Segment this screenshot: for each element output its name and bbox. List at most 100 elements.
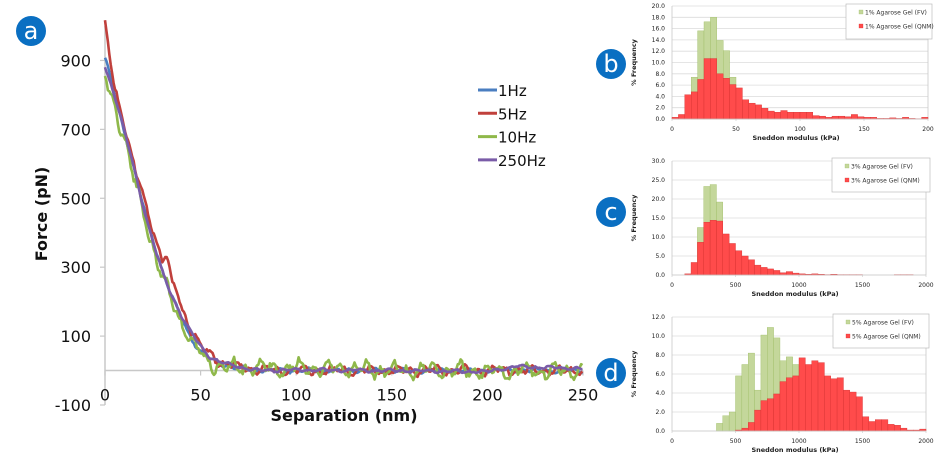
histogram-1pct-agarose: 0.02.04.06.08.010.012.014.016.018.020.00… — [630, 3, 934, 142]
chart-b-y-tick-label: 20.0 — [652, 3, 666, 10]
legend-label: 250Hz — [498, 152, 546, 170]
chart-b-x-tick-label: 0 — [670, 126, 674, 133]
bar-b-qnm-30 — [710, 58, 718, 120]
legend-label: 10Hz — [498, 129, 536, 147]
bar-b-qnm-25 — [703, 58, 711, 120]
legend-item-5Hz: 5Hz — [478, 105, 527, 123]
chart-c-y-axis-title: % Frequency — [630, 194, 638, 242]
chart-b-y-axis-title: % Frequency — [630, 38, 638, 86]
chart-b-y-tick-label: 8.0 — [655, 71, 665, 78]
bar-c-qnm-600 — [748, 259, 755, 276]
chart-c-legend-box — [831, 157, 931, 193]
chart-c-y-tick-label: 15.0 — [652, 215, 666, 222]
chart-b-y-tick-label: 10.0 — [652, 60, 666, 67]
bar-c-qnm-650 — [754, 264, 762, 276]
bar-d-qnm-1650 — [881, 419, 889, 432]
chart-a-y-tick-label: 900 — [60, 51, 91, 70]
bar-d-qnm-1750 — [894, 425, 901, 432]
chart-b-x-tick-label: 150 — [858, 126, 870, 133]
chart-d-legend-box — [832, 313, 930, 349]
series-line-5Hz — [103, 20, 584, 379]
chart-a-series-lines — [103, 20, 584, 382]
chart-c-y-tick-label: 20.0 — [652, 196, 666, 203]
chart-a-legend: 1Hz 5Hz 10Hz 250Hz — [478, 82, 546, 170]
bar-c-qnm-300 — [709, 220, 717, 276]
chart-c-y-tick-label: 5.0 — [655, 253, 665, 260]
panel-d-label: d — [603, 359, 618, 387]
bar-c-qnm-150 — [690, 262, 698, 276]
chart-a-y-tick-label: 700 — [60, 120, 91, 139]
legend-label-qnm: 1% Agarose Gel (QNM) — [865, 24, 934, 31]
force-separation-chart: 900 700 500 300 100 -100 0 50 100 150 200 250 Sepa… — [32, 20, 598, 425]
bar-d-qnm-1600 — [875, 419, 882, 432]
chart-d-y-tick-label: 2.0 — [655, 409, 665, 416]
bar-d-fv-400 — [722, 415, 730, 432]
chart-a-y-tick-label: -100 — [55, 396, 91, 415]
chart-b-x-tick-label: 100 — [794, 126, 806, 133]
chart-b-x-tick-label: 200 — [922, 126, 934, 133]
bar-b-qnm-20 — [697, 79, 705, 120]
bar-d-fv-550 — [741, 364, 749, 432]
chart-b-legend-box — [845, 3, 933, 40]
bar-d-qnm-1400 — [849, 391, 857, 432]
bar-d-qnm-1450 — [855, 396, 863, 432]
legend-swatch-fv — [858, 9, 864, 15]
bar-b-qnm-100 — [799, 112, 807, 120]
panel-d-badge-circle — [596, 358, 626, 388]
chart-a-x-tick-label: 0 — [100, 386, 110, 405]
chart-d-x-axis-title: Sneddon modulus (kPa) — [751, 446, 838, 454]
bar-c-qnm-350 — [716, 220, 724, 276]
chart-a-y-tick-labels: 900 700 500 300 100 -100 — [55, 51, 91, 415]
chart-a-x-tick-label: 200 — [472, 386, 503, 405]
chart-b-x-axis-title: Sneddon modulus (kPa) — [752, 134, 839, 142]
bar-b-qnm-10 — [684, 94, 692, 120]
chart-a-y-tick-label: 500 — [60, 189, 91, 208]
bar-c-qnm-250 — [703, 221, 711, 276]
chart-b-legend: 1% Agarose Gel (FV) 1% Agarose Gel (QNM) — [845, 3, 934, 40]
legend-label: 1Hz — [498, 82, 527, 100]
bar-d-qnm-950 — [792, 375, 800, 432]
bar-d-qnm-550 — [741, 427, 749, 432]
chart-d-y-axis-title: % Frequency — [630, 350, 638, 398]
chart-c-y-tick-label: 25.0 — [652, 177, 666, 184]
bar-b-qnm-50 — [735, 87, 743, 120]
bar-d-qnm-850 — [779, 381, 787, 432]
panel-c-badge: c — [596, 197, 626, 227]
panel-b-badge: b — [596, 49, 626, 79]
bar-b-qnm-70 — [761, 108, 769, 120]
bar-d-fv-500 — [735, 375, 743, 432]
panel-d-badge: d — [596, 358, 626, 388]
chart-a-x-axis-title: Separation (nm) — [270, 406, 417, 425]
bar-d-qnm-650 — [754, 409, 762, 432]
bar-b-qnm-35 — [716, 73, 724, 120]
chart-d-y-tick-labels: 0.0 2.0 4.0 6.0 8.0 10.0 12.0 — [652, 314, 666, 435]
bar-c-qnm-750 — [767, 268, 774, 276]
bar-d-qnm-1800 — [900, 427, 908, 432]
chart-d-y-tick-label: 0.0 — [655, 428, 665, 435]
bar-d-qnm-1300 — [836, 377, 844, 432]
legend-swatch-qnm — [844, 177, 850, 183]
panel-c-badge-circle — [596, 197, 626, 227]
chart-d-y-tick-label: 8.0 — [655, 352, 665, 359]
chart-b-y-tick-label: 12.0 — [652, 48, 666, 55]
bar-d-fv-450 — [728, 411, 736, 432]
chart-d-x-tick-label: 0 — [670, 438, 674, 445]
chart-b-y-tick-label: 0.0 — [655, 116, 665, 123]
chart-b-bars — [671, 17, 929, 120]
bar-b-qnm-130 — [838, 115, 846, 120]
chart-c-x-axis-title: Sneddon modulus (kPa) — [751, 290, 838, 298]
chart-b-x-tick-labels: 0 50 100 150 200 — [670, 119, 934, 133]
panel-b-badge-circle — [596, 49, 626, 79]
chart-c-y-tick-labels: 0.0 5.0 10.0 15.0 20.0 25.0 30.0 — [652, 158, 666, 279]
bar-b-qnm-95 — [793, 112, 801, 120]
panel-a-badge-circle — [16, 16, 46, 46]
chart-d-x-tick-label: 500 — [730, 438, 742, 445]
chart-c-x-tick-labels: 0 500 1000 1500 2000 — [670, 275, 934, 289]
chart-a-x-tick-label: 50 — [190, 386, 210, 405]
bar-b-qnm-105 — [806, 112, 814, 120]
bar-b-qnm-40 — [723, 78, 730, 120]
chart-c-x-tick-label: 1000 — [791, 282, 806, 289]
chart-d-legend: 5% Agarose Gel (FV) 5% Agarose Gel (QNM) — [832, 313, 930, 349]
chart-b-y-tick-labels: 0.0 2.0 4.0 6.0 8.0 10.0 12.0 14.0 16.0 18.0 20.0 — [652, 3, 666, 123]
bar-d-qnm-600 — [748, 422, 755, 432]
